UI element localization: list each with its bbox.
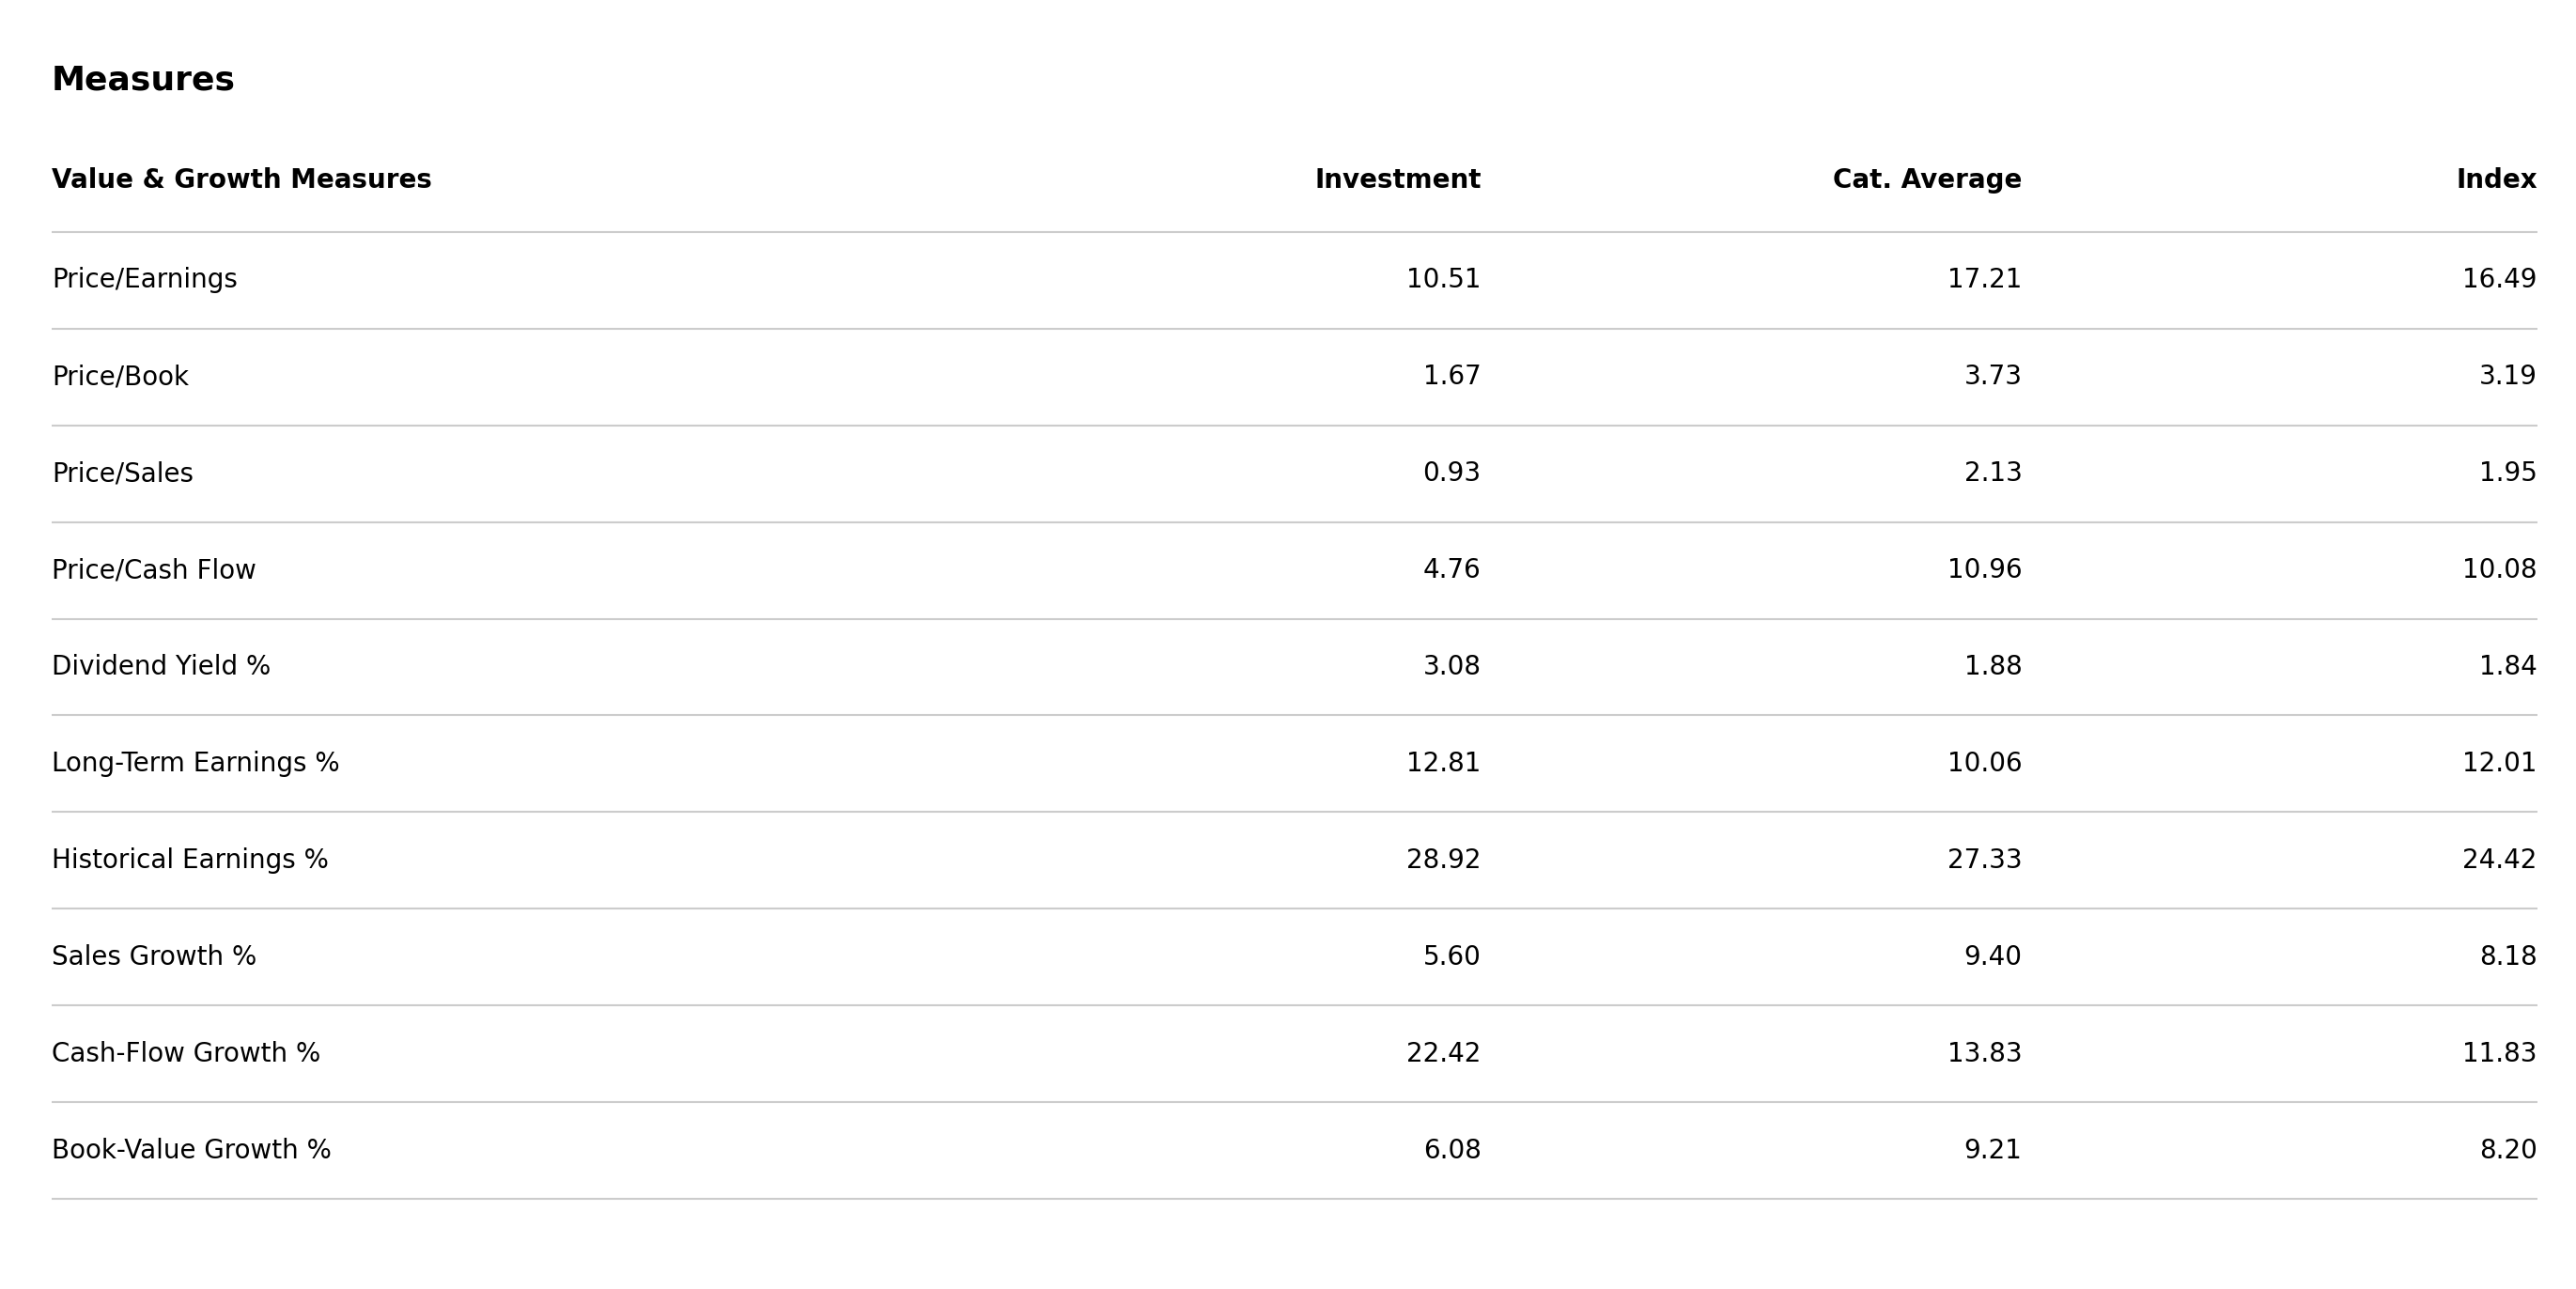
Text: 24.42: 24.42 (2463, 847, 2537, 874)
Text: Measures: Measures (52, 64, 234, 97)
Text: 10.08: 10.08 (2463, 557, 2537, 584)
Text: 5.60: 5.60 (1422, 944, 1481, 971)
Text: Cat. Average: Cat. Average (1834, 168, 2022, 193)
Text: 12.81: 12.81 (1406, 750, 1481, 777)
Text: 1.88: 1.88 (1963, 654, 2022, 681)
Text: 10.51: 10.51 (1406, 267, 1481, 294)
Text: 11.83: 11.83 (2463, 1040, 2537, 1067)
Text: Index: Index (2455, 168, 2537, 193)
Text: 22.42: 22.42 (1406, 1040, 1481, 1067)
Text: 1.84: 1.84 (2478, 654, 2537, 681)
Text: 16.49: 16.49 (2463, 267, 2537, 294)
Text: 17.21: 17.21 (1947, 267, 2022, 294)
Text: 13.83: 13.83 (1947, 1040, 2022, 1067)
Text: 8.18: 8.18 (2478, 944, 2537, 971)
Text: 3.73: 3.73 (1963, 363, 2022, 391)
Text: 10.96: 10.96 (1947, 557, 2022, 584)
Text: 8.20: 8.20 (2478, 1137, 2537, 1164)
Text: 6.08: 6.08 (1422, 1137, 1481, 1164)
Text: 4.76: 4.76 (1422, 557, 1481, 584)
Text: 0.93: 0.93 (1422, 460, 1481, 487)
Text: 9.40: 9.40 (1963, 944, 2022, 971)
Text: Value & Growth Measures: Value & Growth Measures (52, 168, 433, 193)
Text: Price/Cash Flow: Price/Cash Flow (52, 557, 255, 584)
Text: 1.67: 1.67 (1422, 363, 1481, 391)
Text: Cash-Flow Growth %: Cash-Flow Growth % (52, 1040, 319, 1067)
Text: 2.13: 2.13 (1963, 460, 2022, 487)
Text: 28.92: 28.92 (1406, 847, 1481, 874)
Text: Book-Value Growth %: Book-Value Growth % (52, 1137, 332, 1164)
Text: Price/Earnings: Price/Earnings (52, 267, 237, 294)
Text: Price/Book: Price/Book (52, 363, 188, 391)
Text: 3.08: 3.08 (1422, 654, 1481, 681)
Text: 3.19: 3.19 (2478, 363, 2537, 391)
Text: 27.33: 27.33 (1947, 847, 2022, 874)
Text: Sales Growth %: Sales Growth % (52, 944, 258, 971)
Text: Price/Sales: Price/Sales (52, 460, 193, 487)
Text: 9.21: 9.21 (1963, 1137, 2022, 1164)
Text: 1.95: 1.95 (2478, 460, 2537, 487)
Text: Historical Earnings %: Historical Earnings % (52, 847, 330, 874)
Text: 12.01: 12.01 (2463, 750, 2537, 777)
Text: Dividend Yield %: Dividend Yield % (52, 654, 270, 681)
Text: Investment: Investment (1314, 168, 1481, 193)
Text: 10.06: 10.06 (1947, 750, 2022, 777)
Text: Long-Term Earnings %: Long-Term Earnings % (52, 750, 340, 777)
